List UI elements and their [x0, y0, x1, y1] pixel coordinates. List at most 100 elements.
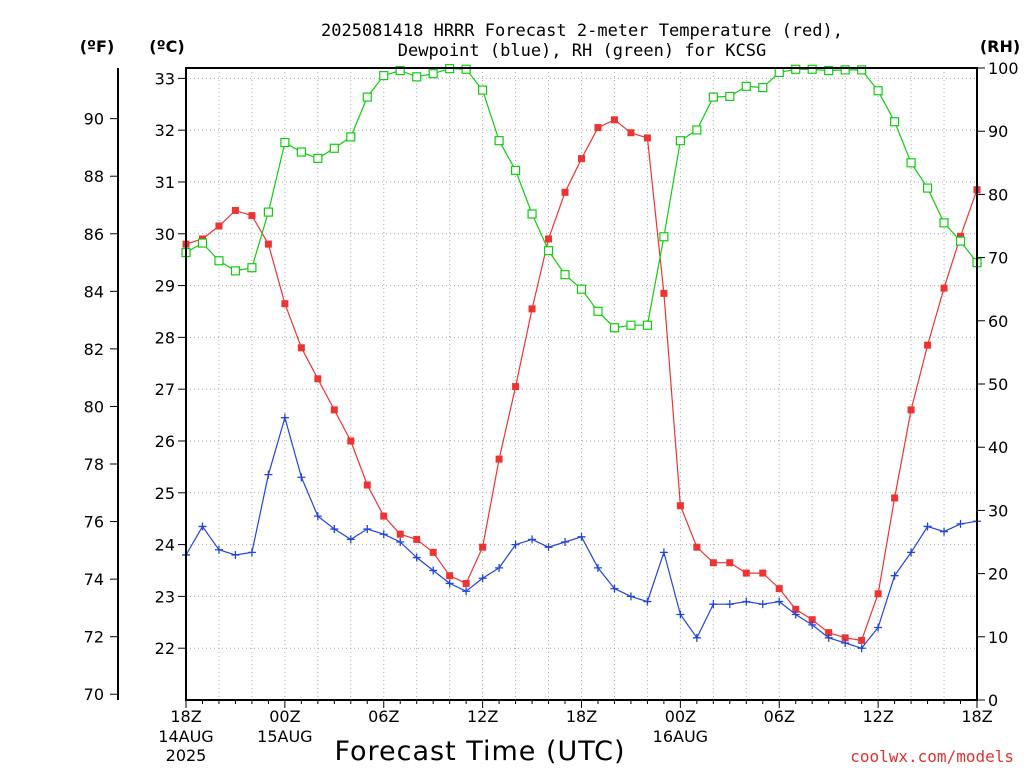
temperature-point [578, 155, 585, 163]
dewpoint-point [214, 545, 223, 554]
temperature-point [742, 569, 750, 577]
dewpoint-point [709, 600, 718, 609]
dewpoint-point [659, 548, 668, 557]
rh-point [379, 70, 389, 81]
temperature-point [957, 232, 965, 240]
dewpoint-point [577, 532, 586, 541]
temperature-point [446, 572, 454, 580]
temperature-point [297, 344, 305, 352]
fahrenheit-tick-label: 74 [84, 570, 104, 589]
rh-point [725, 91, 735, 102]
dewpoint-point [676, 610, 685, 619]
dewpoint-point [346, 535, 355, 544]
dewpoint-point [412, 553, 421, 562]
fahrenheit-tick-label: 88 [84, 167, 104, 186]
temperature-point [924, 341, 932, 349]
dewpoint-point [626, 592, 635, 601]
dewpoint-point [824, 633, 833, 642]
rh-point [708, 92, 718, 102]
temperature-point [808, 616, 816, 624]
temperature-point [413, 535, 421, 543]
celsius-tick-label: 31 [155, 173, 175, 192]
temperature-point [479, 543, 487, 551]
rh-point [214, 256, 224, 266]
dewpoint-point [940, 527, 949, 536]
rh-tick-label: 40 [988, 438, 1008, 457]
temperature-point [874, 590, 882, 598]
celsius-tick-label: 25 [155, 484, 175, 503]
temperature-point [380, 512, 388, 520]
dewpoint-point [742, 597, 751, 606]
dewpoint-point [198, 522, 207, 531]
dewpoint-point [462, 587, 471, 596]
temperature-point [940, 284, 948, 292]
fahrenheit-tick-label: 90 [84, 110, 104, 129]
rh-tick-label: 60 [988, 312, 1008, 331]
rh-point [230, 266, 241, 276]
rh-point [428, 69, 438, 79]
rh-tick-label: 10 [988, 628, 1008, 647]
x-tick-label: 18Z [961, 707, 992, 726]
rh-point [263, 207, 273, 217]
x-tick-label: 06Z [764, 707, 795, 726]
rh-point [857, 65, 867, 75]
rh-point [774, 67, 784, 78]
fahrenheit-tick-label: 72 [84, 628, 104, 647]
dewpoint-point [907, 548, 916, 557]
temperature-point [545, 235, 553, 243]
temperature-point [281, 300, 289, 308]
celsius-tick-label: 23 [155, 587, 175, 606]
rh-point [675, 136, 685, 146]
dewpoint-point [429, 566, 438, 575]
dewpoint-point [874, 623, 883, 632]
celsius-tick-label: 22 [155, 639, 175, 658]
temperature-point [594, 124, 602, 132]
temperature-point [528, 305, 536, 313]
rh-point [824, 65, 834, 76]
fahrenheit-tick-label: 80 [84, 397, 104, 416]
temperature-point [347, 437, 355, 445]
dewpoint-point [808, 620, 817, 629]
rh-point [395, 65, 405, 76]
dewpoint-point [758, 600, 767, 609]
celsius-unit-label: (ºC) [149, 37, 184, 56]
rh-point [609, 323, 620, 333]
rh-point [461, 64, 471, 74]
temperature-point [792, 605, 800, 613]
rh-point [692, 125, 702, 135]
temperature-point [841, 634, 849, 642]
dewpoint-point [313, 512, 322, 521]
fahrenheit-tick-label: 78 [84, 455, 104, 474]
x-tick-label: 06Z [368, 707, 399, 726]
rh-point [247, 263, 257, 273]
x-date-label: 2025 [166, 746, 207, 765]
temperature-point [643, 134, 651, 142]
celsius-tick-label: 27 [155, 380, 175, 399]
dewpoint-point [396, 538, 405, 546]
rh-point [593, 306, 603, 316]
temperature-point [709, 559, 717, 567]
rh-point [478, 85, 488, 95]
fahrenheit-tick-label: 86 [84, 225, 104, 244]
temperature-point [264, 240, 272, 248]
dewpoint-point [478, 574, 487, 583]
temperature-point [676, 502, 684, 510]
temperature-point [907, 406, 915, 414]
dewpoint-point [330, 525, 339, 534]
rh-point [659, 232, 669, 242]
celsius-tick-label: 33 [155, 69, 175, 88]
temperature-point [330, 406, 338, 414]
celsius-tick-label: 24 [155, 536, 175, 555]
dewpoint-point [247, 548, 256, 557]
rh-point [494, 136, 504, 146]
rh-point [527, 209, 537, 219]
dewpoint-point [511, 540, 520, 549]
fahrenheit-tick-label: 84 [84, 282, 104, 301]
rh-tick-label: 90 [988, 122, 1008, 141]
dewpoint-point [445, 579, 454, 588]
rh-point [510, 165, 521, 175]
dewpoint-point [280, 413, 289, 422]
temperature-point [660, 289, 668, 297]
rh-point [873, 86, 883, 96]
